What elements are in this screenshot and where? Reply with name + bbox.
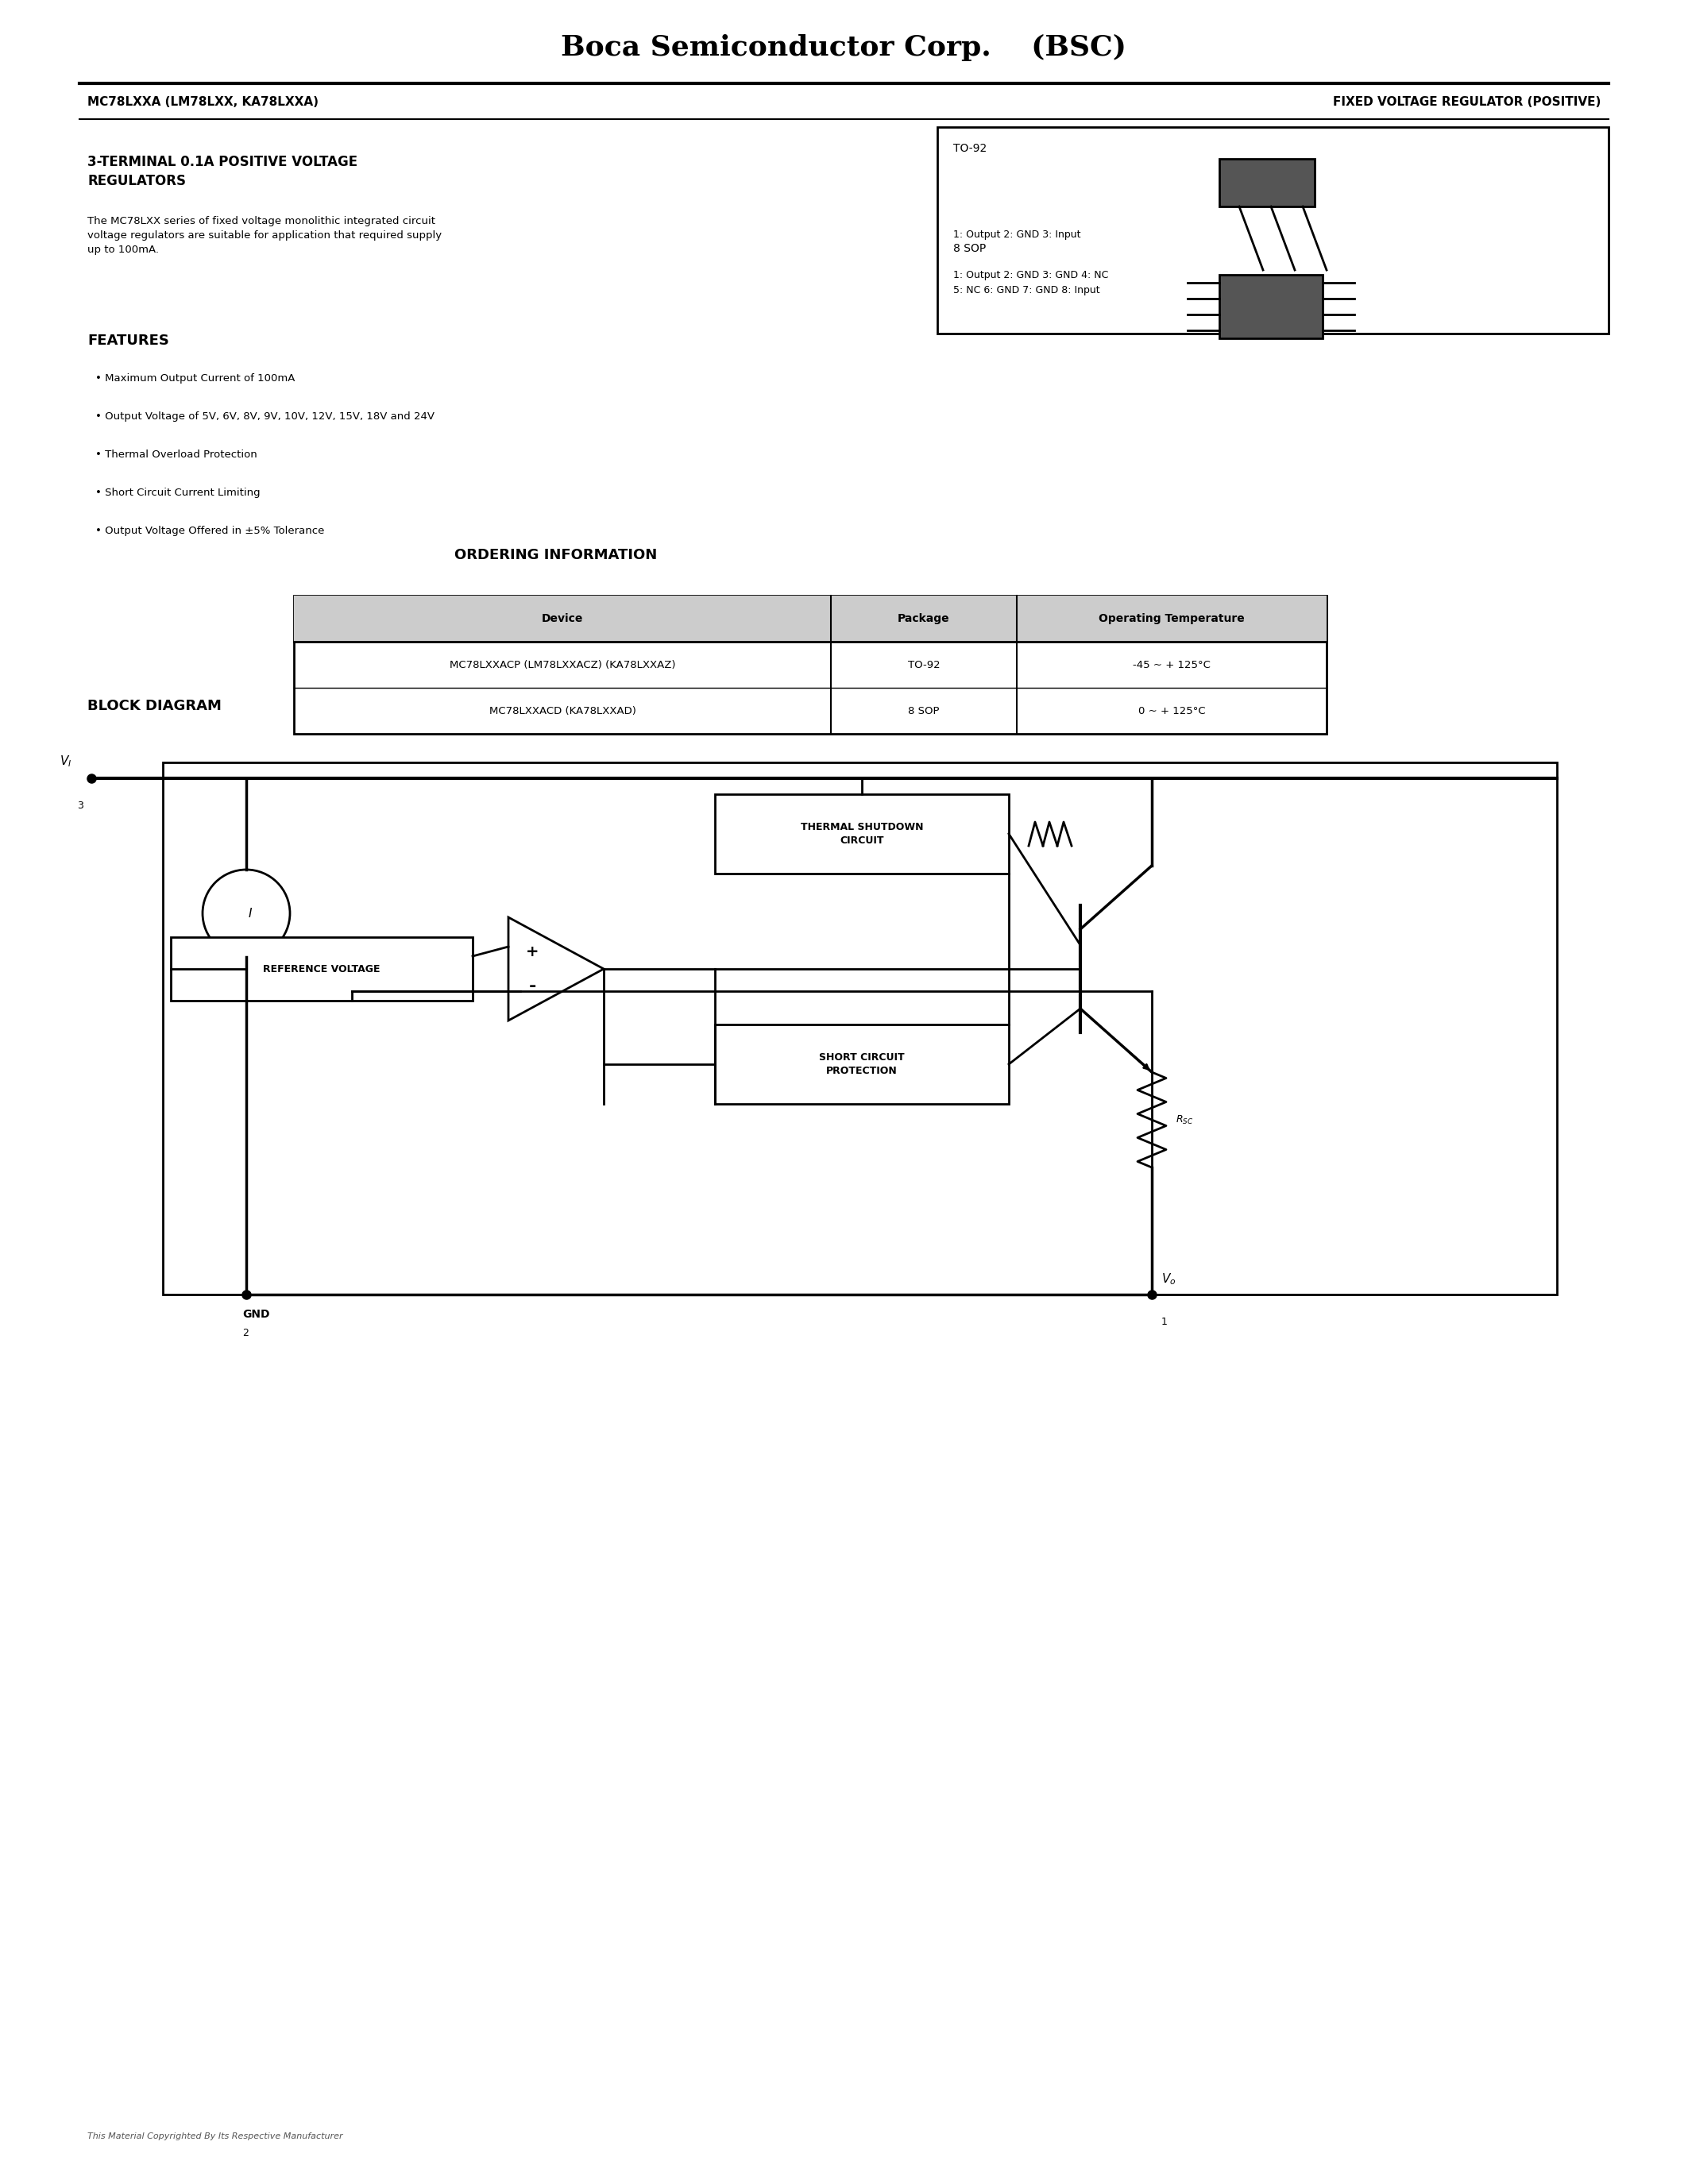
Text: $V_I$: $V_I$ <box>59 753 71 769</box>
Text: 8 SOP: 8 SOP <box>908 705 940 716</box>
Bar <box>162 762 1556 1295</box>
Text: The MC78LXX series of fixed voltage monolithic integrated circuit
voltage regula: The MC78LXX series of fixed voltage mono… <box>88 216 442 256</box>
Text: 8 SOP: 8 SOP <box>954 242 986 253</box>
Text: 2: 2 <box>243 1328 248 1339</box>
Text: $V_o$: $V_o$ <box>1161 1271 1177 1286</box>
Text: I: I <box>248 906 252 919</box>
Text: Device: Device <box>542 614 584 625</box>
Text: • Maximum Output Current of 100mA: • Maximum Output Current of 100mA <box>95 373 295 384</box>
Bar <box>937 127 1609 334</box>
Text: 3: 3 <box>78 802 83 810</box>
Text: MC78LXXACD (KA78LXXAD): MC78LXXACD (KA78LXXAD) <box>490 705 636 716</box>
Text: +: + <box>525 943 538 959</box>
Text: TO-92: TO-92 <box>908 660 940 670</box>
Bar <box>170 937 473 1000</box>
Text: 1: Output 2: GND 3: Input: 1: Output 2: GND 3: Input <box>954 229 1080 240</box>
Bar <box>294 596 1327 734</box>
Text: -: - <box>528 978 537 994</box>
Text: • Short Circuit Current Limiting: • Short Circuit Current Limiting <box>95 487 260 498</box>
Polygon shape <box>508 917 604 1020</box>
Text: REFERENCE VOLTAGE: REFERENCE VOLTAGE <box>263 963 380 974</box>
Text: FEATURES: FEATURES <box>88 334 169 347</box>
Text: 1: 1 <box>1161 1317 1168 1328</box>
Text: SHORT CIRCUIT
PROTECTION: SHORT CIRCUIT PROTECTION <box>819 1053 905 1077</box>
Text: -45 ~ + 125°C: -45 ~ + 125°C <box>1133 660 1210 670</box>
Bar <box>716 795 1009 874</box>
Text: THERMAL SHUTDOWN
CIRCUIT: THERMAL SHUTDOWN CIRCUIT <box>800 821 923 845</box>
Text: • Output Voltage Offered in ±5% Tolerance: • Output Voltage Offered in ±5% Toleranc… <box>95 526 324 535</box>
Text: Boca Semiconductor Corp.    (BSC): Boca Semiconductor Corp. (BSC) <box>560 35 1126 61</box>
Text: FIXED VOLTAGE REGULATOR (POSITIVE): FIXED VOLTAGE REGULATOR (POSITIVE) <box>1332 96 1600 107</box>
Text: MC78LXXA (LM78LXX, KA78LXXA): MC78LXXA (LM78LXX, KA78LXXA) <box>88 96 319 107</box>
Text: MC78LXXACP (LM78LXXACZ) (KA78LXXAZ): MC78LXXACP (LM78LXXACZ) (KA78LXXAZ) <box>449 660 675 670</box>
Polygon shape <box>1219 159 1315 207</box>
Text: • Thermal Overload Protection: • Thermal Overload Protection <box>95 450 257 461</box>
Text: This Material Copyrighted By Its Respective Manufacturer: This Material Copyrighted By Its Respect… <box>88 2132 343 2140</box>
Bar <box>716 1024 1009 1103</box>
Bar <box>1219 275 1323 339</box>
Text: GND: GND <box>243 1308 270 1319</box>
Text: • Output Voltage of 5V, 6V, 8V, 9V, 10V, 12V, 15V, 18V and 24V: • Output Voltage of 5V, 6V, 8V, 9V, 10V,… <box>95 411 434 422</box>
Text: ORDERING INFORMATION: ORDERING INFORMATION <box>454 548 657 561</box>
Text: 3-TERMINAL 0.1A POSITIVE VOLTAGE
REGULATORS: 3-TERMINAL 0.1A POSITIVE VOLTAGE REGULAT… <box>88 155 358 188</box>
Text: Package: Package <box>898 614 950 625</box>
Bar <box>294 596 1327 642</box>
Text: $R_{SC}$: $R_{SC}$ <box>1175 1114 1193 1125</box>
Text: Operating Temperature: Operating Temperature <box>1099 614 1244 625</box>
Text: BLOCK DIAGRAM: BLOCK DIAGRAM <box>88 699 221 714</box>
Text: TO-92: TO-92 <box>954 142 987 155</box>
Text: 1: Output 2: GND 3: GND 4: NC
5: NC 6: GND 7: GND 8: Input: 1: Output 2: GND 3: GND 4: NC 5: NC 6: G… <box>954 271 1109 295</box>
Text: 0 ~ + 125°C: 0 ~ + 125°C <box>1138 705 1205 716</box>
